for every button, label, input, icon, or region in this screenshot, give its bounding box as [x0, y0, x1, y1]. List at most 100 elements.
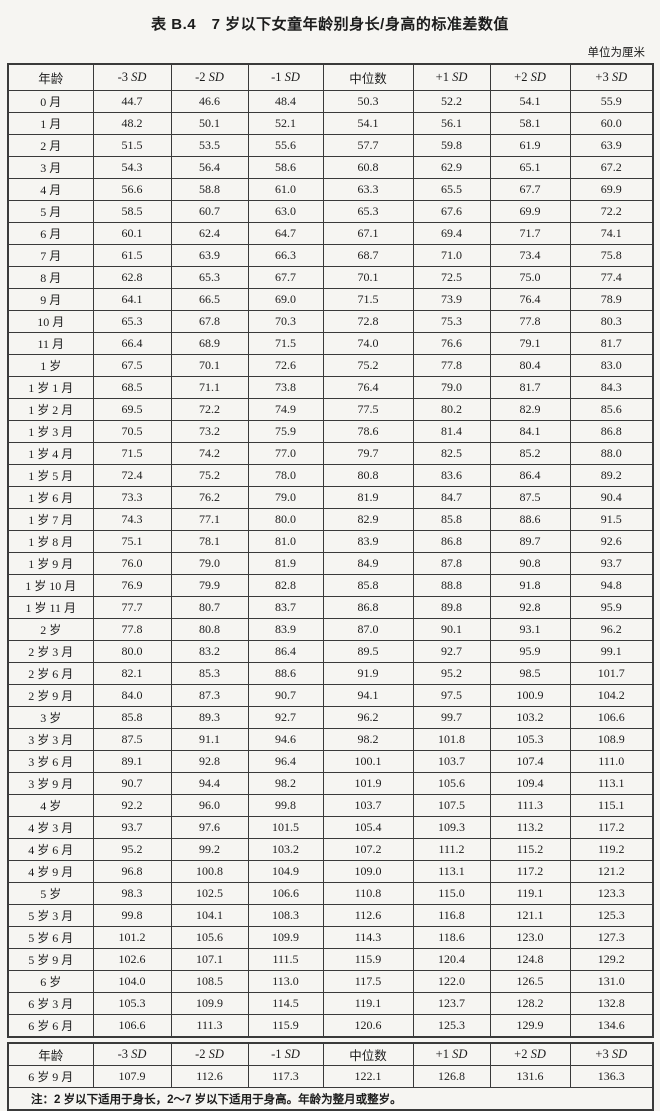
- age-cell: 1 岁 10 月: [7, 574, 94, 597]
- value-cell: 92.8: [170, 750, 249, 773]
- value-cell: 128.2: [489, 992, 571, 1015]
- age-cell: 4 月: [7, 178, 94, 201]
- value-cell: 94.8: [569, 574, 654, 597]
- value-cell: 117.3: [247, 1065, 324, 1088]
- value-cell: 64.7: [247, 222, 324, 245]
- value-cell: 87.0: [322, 618, 414, 641]
- table-row: 2 岁 3 月 80.0 83.2 86.4 89.5 92.7 95.9 99.1: [7, 640, 654, 663]
- value-cell: 83.7: [247, 596, 324, 619]
- value-cell: 104.1: [170, 904, 249, 927]
- value-cell: 123.3: [569, 882, 654, 905]
- value-cell: 96.4: [247, 750, 324, 773]
- table-row: 3 岁 6 月 89.1 92.8 96.4 100.1 103.7 107.4 111.0: [7, 750, 654, 773]
- value-cell: 61.5: [92, 244, 172, 267]
- value-cell: 79.9: [170, 574, 249, 597]
- value-cell: 109.9: [170, 992, 249, 1015]
- value-cell: 111.2: [412, 838, 491, 861]
- value-cell: 67.1: [322, 222, 414, 245]
- value-cell: 90.8: [489, 552, 571, 575]
- value-cell: 60.7: [170, 200, 249, 223]
- table-row: 1 岁 9 月 76.0 79.0 81.9 84.9 87.8 90.8 93.7: [7, 552, 654, 575]
- value-cell: 108.9: [569, 728, 654, 751]
- value-cell: 65.3: [322, 200, 414, 223]
- value-cell: 110.8: [322, 882, 414, 905]
- value-cell: 131.6: [489, 1065, 571, 1088]
- value-cell: 67.2: [569, 156, 654, 179]
- value-cell: 97.5: [412, 684, 491, 707]
- value-cell: 117.2: [489, 860, 571, 883]
- age-cell: 2 月: [7, 134, 94, 157]
- value-cell: 63.9: [569, 134, 654, 157]
- value-cell: 72.4: [92, 464, 172, 487]
- value-cell: 75.9: [247, 420, 324, 443]
- value-cell: 86.4: [247, 640, 324, 663]
- value-cell: 81.0: [247, 530, 324, 553]
- value-cell: 114.3: [322, 926, 414, 949]
- value-cell: 85.8: [322, 574, 414, 597]
- value-cell: 115.9: [247, 1014, 324, 1038]
- table-row: 4 月 56.6 58.8 61.0 63.3 65.5 67.7 69.9: [7, 178, 654, 201]
- value-cell: 91.9: [322, 662, 414, 685]
- value-cell: 52.1: [247, 112, 324, 135]
- value-cell: 89.7: [489, 530, 571, 553]
- value-cell: 73.3: [92, 486, 172, 509]
- age-cell: 1 岁 9 月: [7, 552, 94, 575]
- value-cell: 105.6: [412, 772, 491, 795]
- age-cell: 1 岁 5 月: [7, 464, 94, 487]
- value-cell: 87.5: [92, 728, 172, 751]
- value-cell: 89.5: [322, 640, 414, 663]
- value-cell: 65.1: [489, 156, 571, 179]
- value-cell: 71.5: [247, 332, 324, 355]
- value-cell: 92.6: [569, 530, 654, 553]
- value-cell: 56.4: [170, 156, 249, 179]
- value-cell: 82.5: [412, 442, 491, 465]
- value-cell: 79.1: [489, 332, 571, 355]
- value-cell: 62.9: [412, 156, 491, 179]
- value-cell: 79.7: [322, 442, 414, 465]
- value-cell: 127.3: [569, 926, 654, 949]
- value-cell: 69.9: [489, 200, 571, 223]
- unit-note: 单位为厘米: [587, 47, 646, 59]
- column-header: 中位数: [322, 63, 414, 91]
- value-cell: 44.7: [92, 90, 172, 113]
- age-cell: 4 岁 9 月: [7, 860, 94, 883]
- value-cell: 101.7: [569, 662, 654, 685]
- value-cell: 86.8: [322, 596, 414, 619]
- value-cell: 92.7: [412, 640, 491, 663]
- value-cell: 67.7: [489, 178, 571, 201]
- age-cell: 2 岁 6 月: [7, 662, 94, 685]
- value-cell: 80.3: [569, 310, 654, 333]
- column-header: +3 SD: [569, 63, 654, 91]
- value-cell: 77.4: [569, 266, 654, 289]
- value-cell: 73.8: [247, 376, 324, 399]
- value-cell: 71.7: [489, 222, 571, 245]
- value-cell: 70.3: [247, 310, 324, 333]
- value-cell: 67.7: [247, 266, 324, 289]
- value-cell: 71.5: [92, 442, 172, 465]
- column-header: -3 SD: [92, 1042, 172, 1066]
- value-cell: 104.9: [247, 860, 324, 883]
- value-cell: 84.9: [322, 552, 414, 575]
- value-cell: 111.5: [247, 948, 324, 971]
- value-cell: 85.3: [170, 662, 249, 685]
- note-prefix: 注：: [31, 1093, 54, 1106]
- value-cell: 89.8: [412, 596, 491, 619]
- value-cell: 126.5: [489, 970, 571, 993]
- value-cell: 60.8: [322, 156, 414, 179]
- value-cell: 96.2: [322, 706, 414, 729]
- header-row: 年龄 -3 SD -2 SD -1 SD 中位数 +1 SD +2 SD +3 SD: [7, 63, 654, 91]
- value-cell: 93.7: [92, 816, 172, 839]
- value-cell: 101.5: [247, 816, 324, 839]
- table-row: 1 岁 10 月 76.9 79.9 82.8 85.8 88.8 91.8 94.8: [7, 574, 654, 597]
- value-cell: 111.3: [170, 1014, 249, 1038]
- value-cell: 125.3: [412, 1014, 491, 1038]
- value-cell: 57.7: [322, 134, 414, 157]
- value-cell: 73.4: [489, 244, 571, 267]
- table-row: 5 月 58.5 60.7 63.0 65.3 67.6 69.9 72.2: [7, 200, 654, 223]
- value-cell: 129.9: [489, 1014, 571, 1038]
- value-cell: 86.8: [412, 530, 491, 553]
- value-cell: 78.1: [170, 530, 249, 553]
- age-cell: 3 岁: [7, 706, 94, 729]
- value-cell: 58.5: [92, 200, 172, 223]
- age-cell: 5 岁 9 月: [7, 948, 94, 971]
